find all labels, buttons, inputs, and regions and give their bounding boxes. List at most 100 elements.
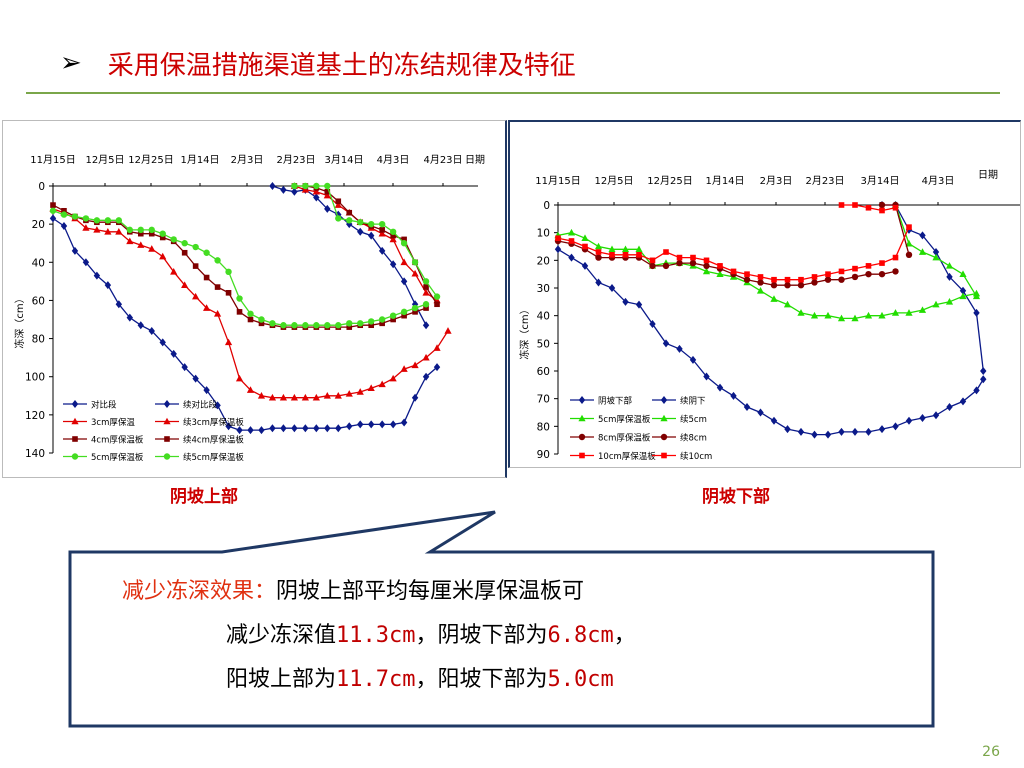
c1-data-point (268, 393, 277, 401)
c2-x-tick-label: 3月14日 (860, 175, 899, 187)
c2-data-point (878, 201, 886, 209)
c1-data-point (389, 228, 397, 235)
c1-data-point (379, 227, 385, 233)
c1-data-point (389, 374, 397, 382)
c1-y-tick-label: 140 (25, 448, 45, 460)
c2-data-point (878, 311, 886, 319)
c1-data-point (159, 230, 166, 237)
c2-data-point (919, 414, 926, 423)
c2-data-point (771, 276, 777, 283)
c2-data-point (784, 425, 791, 434)
c1-data-point (334, 201, 342, 208)
c2-data-point (663, 249, 669, 255)
c1-y-tick-label: 0 (38, 181, 45, 193)
c1-legend-marker (163, 417, 171, 425)
c2-data-point (608, 284, 616, 292)
c1-y-axis-label: 冻深（cm） (13, 293, 26, 348)
callout-p3a: 阳坡上部为 (226, 667, 337, 692)
c1-data-point (433, 344, 441, 351)
callout-p2c: ， (613, 623, 636, 648)
c1-data-point (411, 259, 419, 266)
c1-data-point (104, 227, 112, 235)
c2-data-point (865, 270, 872, 278)
c1-data-point (357, 420, 364, 429)
c1-data-point (411, 393, 419, 402)
chart-shady-lower-label: 阴坡下部 (702, 487, 770, 507)
c2-data-point (918, 248, 927, 255)
c2-y-tick-label: 90 (537, 449, 550, 461)
c2-data-point (743, 276, 751, 283)
c1-data-point (159, 234, 166, 241)
c1-data-point (148, 326, 155, 335)
c1-data-point (422, 301, 430, 308)
c1-data-point (148, 245, 156, 252)
c2-y-tick-label: 80 (537, 421, 550, 433)
c2-data-point (662, 339, 670, 348)
c2-legend-entry: 续8cm (680, 433, 707, 444)
c2-data-point (959, 286, 967, 295)
c1-data-point (257, 391, 266, 399)
c1-data-point (203, 304, 211, 311)
c1-data-point (225, 290, 232, 296)
c2-legend-entry: 阴坡下部 (598, 396, 633, 407)
c2-data-point (959, 270, 967, 277)
c2-data-point (595, 278, 602, 287)
c2-x-tick-label: 1月14日 (705, 175, 744, 187)
c1-data-point (313, 182, 320, 190)
c2-series-6 (555, 224, 912, 283)
c1-data-point (378, 229, 386, 237)
c2-y-tick-label: 70 (537, 394, 550, 406)
c1-data-point (378, 380, 386, 388)
c2-data-point (703, 257, 710, 264)
c2-data-point (730, 391, 737, 400)
c1-data-point (258, 320, 265, 327)
c2-data-point (797, 427, 805, 436)
c2-data-point (756, 286, 765, 294)
c2-data-point (879, 260, 885, 266)
c1-data-point (181, 281, 189, 288)
c1-data-point (411, 361, 419, 369)
c1-data-point (280, 322, 287, 329)
c1-series-1 (269, 182, 430, 330)
c2-data-point (635, 300, 643, 309)
c1-data-point (235, 374, 244, 382)
c1-y-tick-label: 100 (25, 372, 45, 384)
c2-x-tick-label: 4月3日 (922, 175, 955, 187)
c2-y-tick-label: 10 (537, 228, 550, 240)
c2-data-point (743, 402, 751, 411)
c2-data-point (838, 276, 845, 283)
c1-data-point (335, 215, 342, 222)
c2-data-point (581, 234, 589, 241)
c1-data-point (422, 353, 430, 361)
c1-data-point (115, 217, 123, 224)
c2-legend-entry: 续5cm (680, 414, 707, 425)
c2-data-point (676, 344, 683, 353)
title-divider (26, 92, 1000, 94)
c2-data-point (878, 270, 886, 278)
callout-p1: 阴坡上部平均每厘米厚保温板可 (276, 579, 585, 604)
c1-y-tick-label: 20 (32, 219, 45, 231)
c1-data-point (313, 424, 320, 433)
c2-data-point (676, 254, 683, 261)
c1-data-point (115, 227, 123, 235)
c1-data-point (192, 243, 199, 251)
c2-data-point (892, 204, 899, 211)
c2-data-point (905, 416, 913, 425)
c1-data-point (378, 220, 386, 228)
c1-data-point (225, 268, 232, 276)
c2-data-point (716, 270, 724, 277)
c2-x-tick-label: 2月23日 (805, 175, 844, 187)
c2-data-point (798, 276, 804, 283)
c1-x-tick-label: 12月5日 (85, 154, 124, 166)
c2-data-point (703, 372, 710, 381)
c1-y-tick-label: 120 (25, 410, 45, 422)
c1-data-point (346, 320, 353, 327)
c1-legend-marker (71, 417, 79, 425)
c2-data-point (905, 309, 913, 316)
c1-data-point (444, 327, 452, 334)
c2-data-point (608, 245, 616, 253)
c1-series-0 (49, 214, 441, 435)
c1-legend-marker (163, 453, 171, 460)
c2-data-point (770, 416, 778, 425)
c2-data-point (770, 295, 778, 302)
